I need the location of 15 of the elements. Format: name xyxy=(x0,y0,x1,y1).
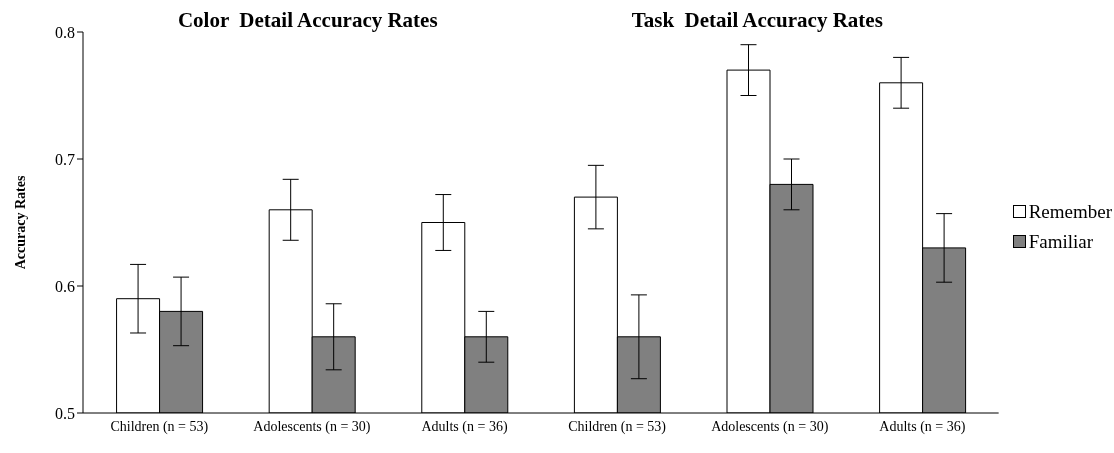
x-tick-label: Children (n = 53) xyxy=(568,418,667,435)
x-tick-label: Adults (n = 36) xyxy=(879,418,966,435)
legend-label: Familiar xyxy=(1028,230,1094,253)
y-axis-title: Accuracy Rates xyxy=(12,175,28,270)
y-tick-label: 0.7 xyxy=(55,150,75,168)
annotation: Task Detail Accuracy Rates xyxy=(630,8,884,33)
x-tick-label: Adolescents (n = 30) xyxy=(253,418,371,435)
y-tick-label: 0.8 xyxy=(55,23,75,41)
x-tick-label: Adults (n = 36) xyxy=(421,418,508,435)
y-tick-label: 0.6 xyxy=(55,277,75,295)
x-tick-label: Adolescents (n = 30) xyxy=(711,418,829,435)
y-tick-label: 0.5 xyxy=(55,404,75,422)
legend-label: Remember xyxy=(1028,200,1112,223)
x-tick-label: Children (n = 53) xyxy=(110,418,209,435)
annotation: Color Detail Accuracy Rates xyxy=(176,8,439,33)
